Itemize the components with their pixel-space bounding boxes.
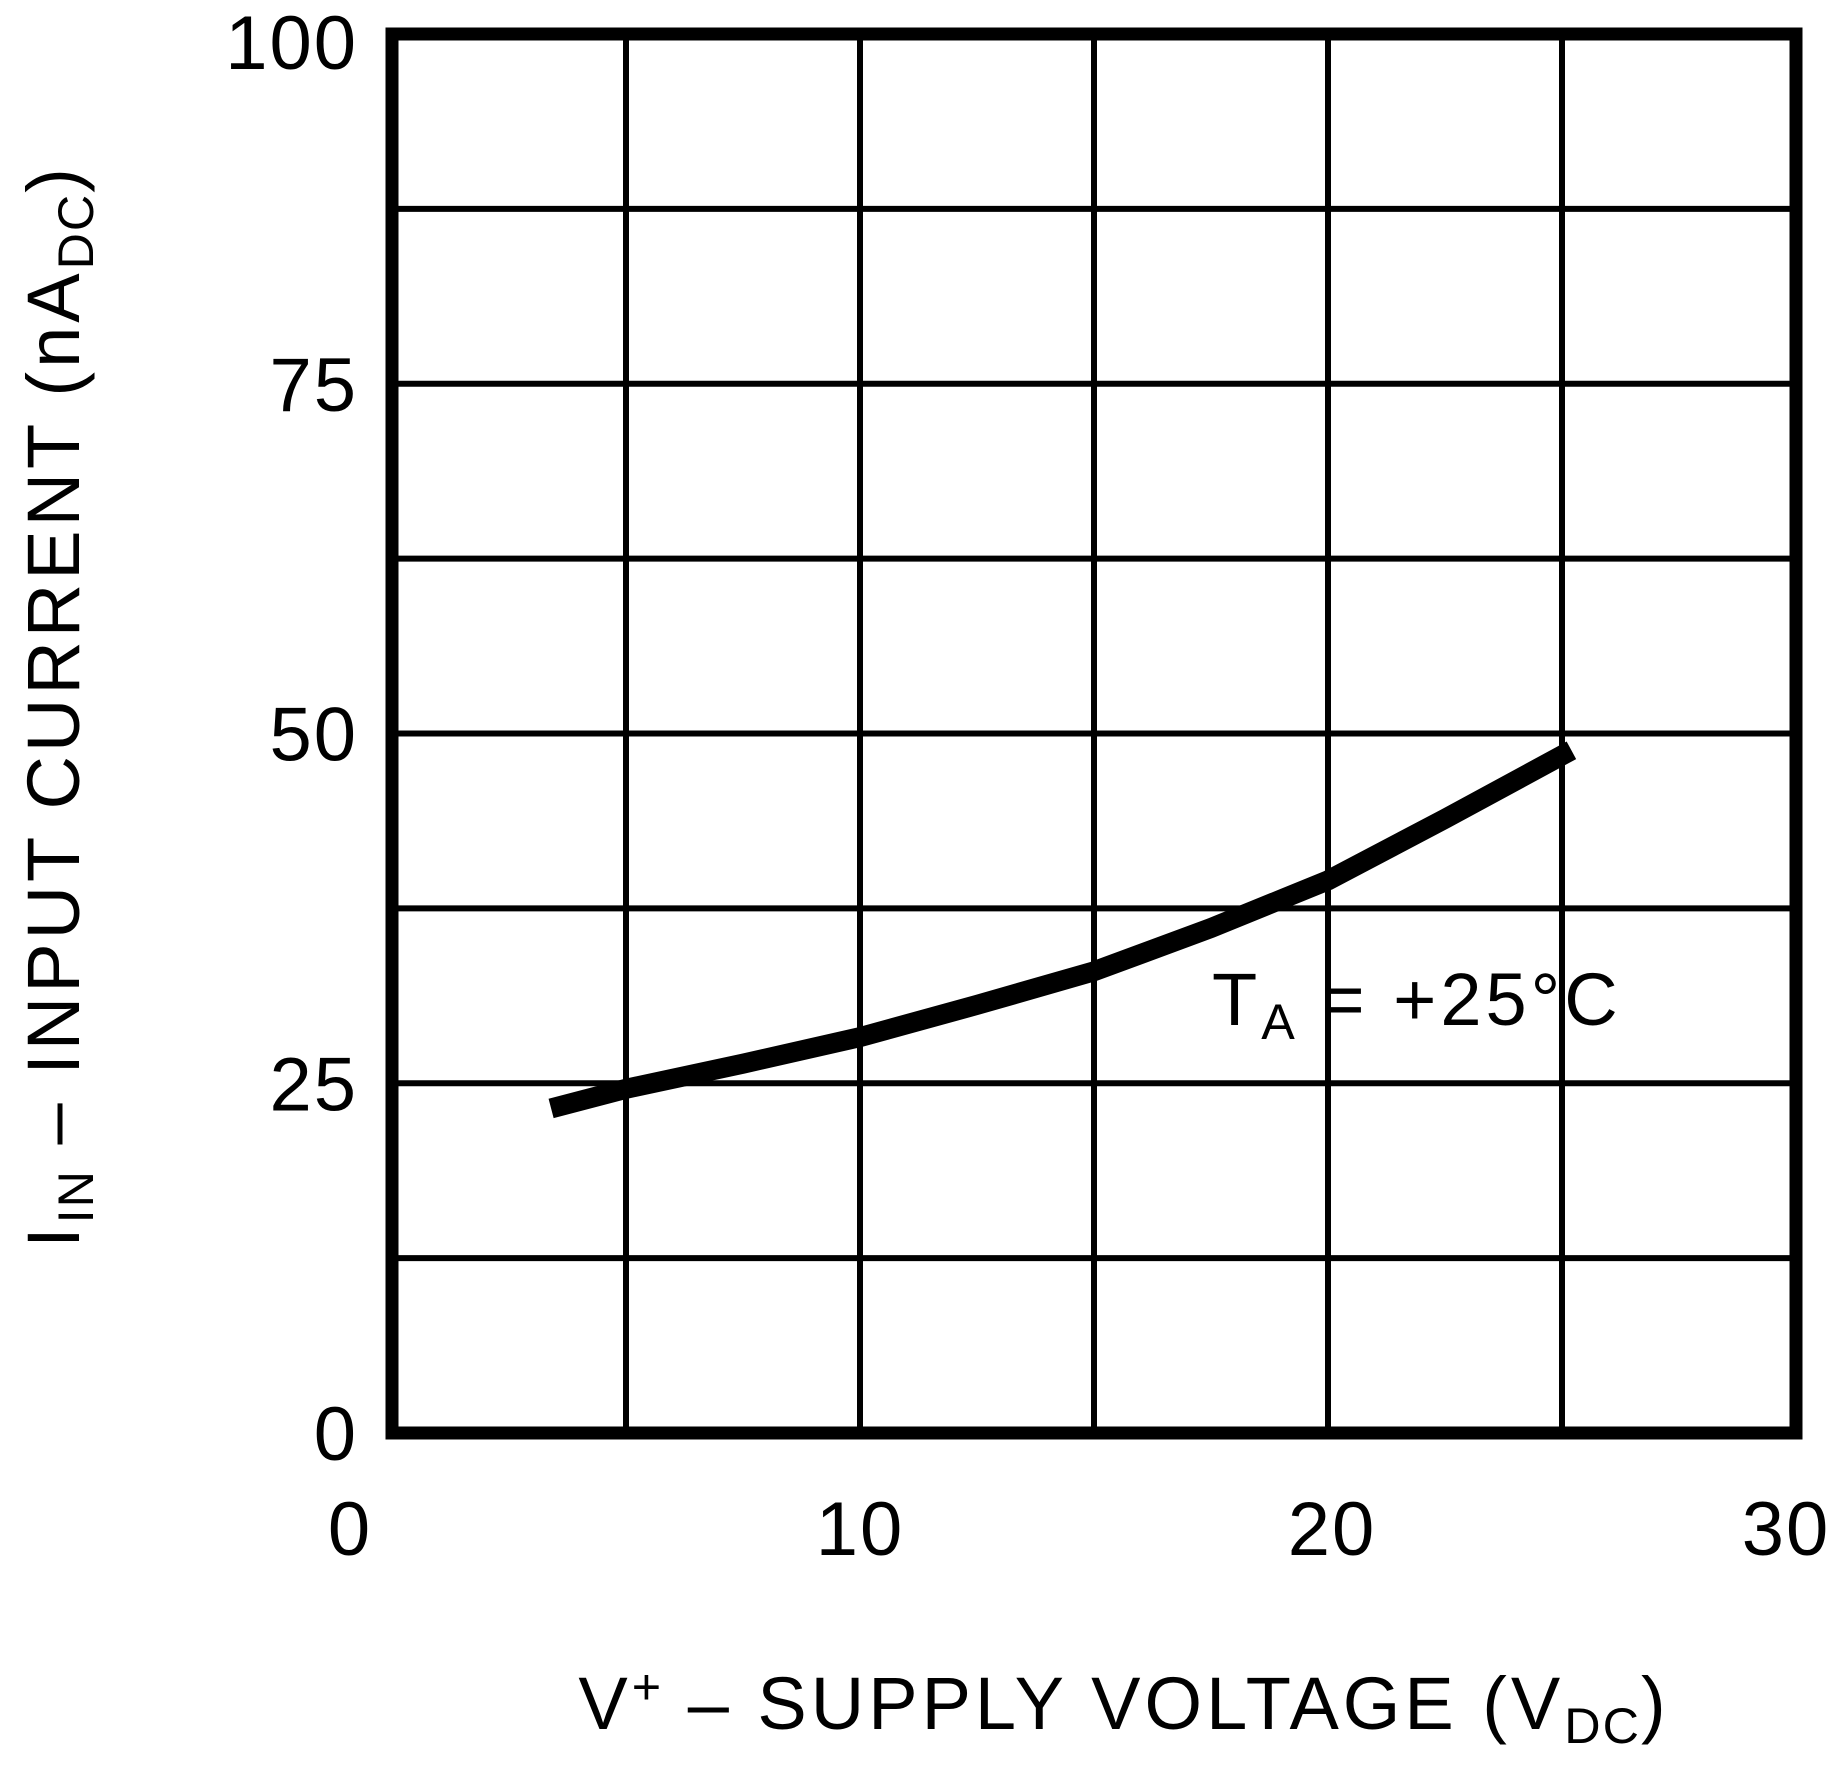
- text-segment: = +25°C: [1296, 957, 1622, 1041]
- data-curve: [548, 741, 1577, 1119]
- sub-text: DC: [1564, 1697, 1641, 1755]
- y-tick-label: 100: [225, 1, 358, 86]
- x-tick-label: 30: [1742, 1487, 1831, 1572]
- x-tick-label: 20: [1288, 1487, 1377, 1572]
- y-tick-label: 75: [269, 343, 358, 428]
- temperature-annotation: TA = +25°C: [1212, 957, 1622, 1051]
- text-segment: T: [1212, 957, 1262, 1041]
- y-axis-title: IIN – INPUT CURRENT (nADC): [11, 164, 105, 1248]
- x-tick-label: 10: [816, 1487, 905, 1572]
- text-segment: – INPUT CURRENT (nA: [11, 269, 95, 1170]
- sub-text: DC: [47, 192, 105, 270]
- sup-text: +: [631, 1657, 664, 1715]
- text-segment: ): [11, 164, 95, 193]
- text-segment: ): [1640, 1662, 1670, 1746]
- text-segment: V: [578, 1662, 632, 1746]
- y-tick-label: 50: [269, 693, 358, 778]
- x-tick-label: 0: [328, 1487, 372, 1572]
- text-segment: – SUPPLY VOLTAGE (V: [663, 1662, 1565, 1746]
- plot-border: [385, 27, 1803, 1440]
- y-tick-label: 25: [269, 1042, 358, 1127]
- sub-text: A: [1261, 993, 1297, 1051]
- x-axis-title: V+ – SUPPLY VOLTAGE (VDC): [578, 1657, 1669, 1755]
- text-segment: I: [11, 1223, 95, 1248]
- y-tick-label: 0: [314, 1392, 358, 1477]
- sub-text: IN: [47, 1169, 105, 1224]
